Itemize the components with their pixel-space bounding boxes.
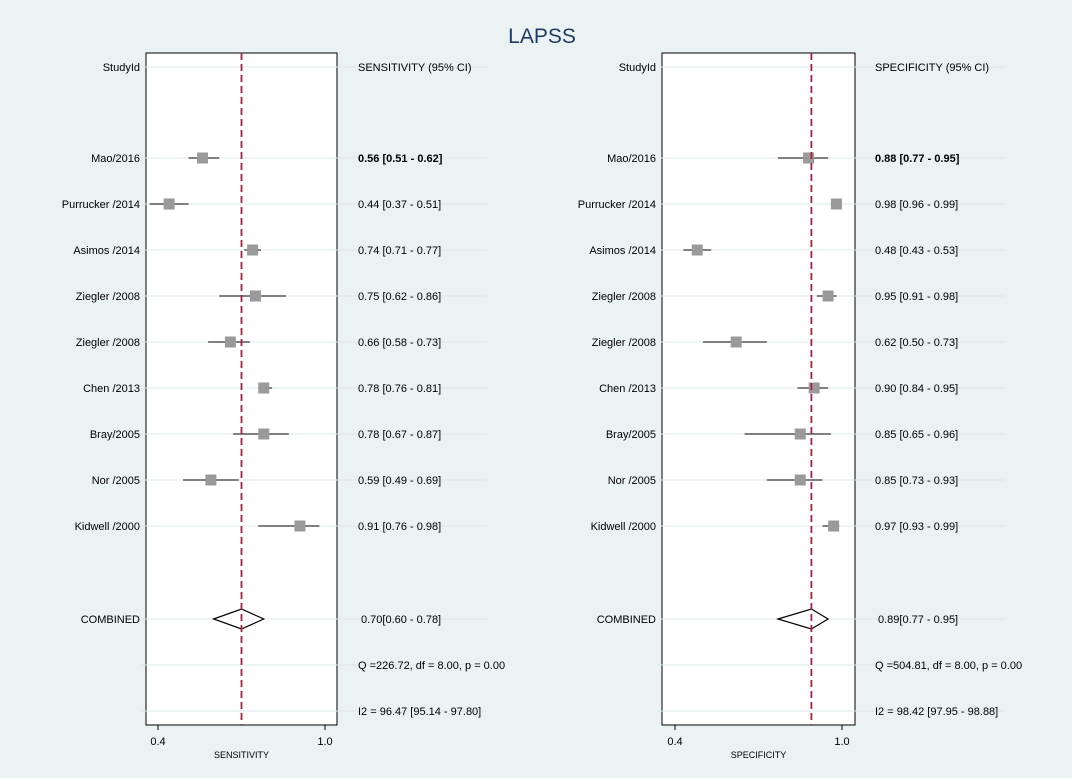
studyid-header: StudyId xyxy=(103,62,140,74)
point-estimate-marker xyxy=(830,198,842,210)
estimate-ci-label: 0.66 [0.58 - 0.73] xyxy=(358,337,441,349)
study-label: Asimos /2014 xyxy=(73,245,140,257)
combined-estimate-label: 0.70[0.60 - 0.78] xyxy=(361,614,441,626)
estimate-ci-label: 0.85 [0.73 - 0.93] xyxy=(875,475,958,487)
i2-statistic: I2 = 96.47 [95.14 - 97.80] xyxy=(358,706,481,718)
combined-diamond xyxy=(775,608,830,630)
sensitivity-panel: StudyId SENSITIVITY (95% CI) Mao/2016 0.56 … xyxy=(62,52,505,760)
study-label: Ziegler /2008 xyxy=(76,337,140,349)
estimate-ci-label: 0.59 [0.49 - 0.69] xyxy=(358,475,441,487)
x-tick-label: 0.4 xyxy=(150,736,165,748)
point-estimate-marker xyxy=(205,474,217,486)
ci-header: SENSITIVITY (95% CI) xyxy=(358,62,472,74)
x-tick-label: 0.4 xyxy=(667,736,682,748)
estimate-ci-label: 0.48 [0.43 - 0.53] xyxy=(875,245,958,257)
x-axis-label: SPECIFICITY xyxy=(731,750,787,760)
point-estimate-marker xyxy=(794,428,806,440)
estimate-ci-label: 0.85 [0.65 - 0.96] xyxy=(875,429,958,441)
combined-estimate-label: 0.89[0.77 - 0.95] xyxy=(878,614,958,626)
study-label: Mao/2016 xyxy=(607,153,656,165)
point-estimate-marker xyxy=(294,520,306,532)
estimate-ci-label: 0.97 [0.93 - 0.99] xyxy=(875,521,958,533)
point-estimate-marker xyxy=(258,428,270,440)
point-estimate-marker xyxy=(730,336,742,348)
q-statistic: Q =504.81, df = 8.00, p = 0.00 xyxy=(875,660,1022,672)
point-estimate-marker xyxy=(224,336,236,348)
ci-header: SPECIFICITY (95% CI) xyxy=(875,62,989,74)
plot-area xyxy=(661,52,856,726)
study-label: Purrucker /2014 xyxy=(62,199,140,211)
study-label: Bray/2005 xyxy=(606,429,656,441)
estimate-ci-label: 0.56 [0.51 - 0.62] xyxy=(358,153,443,165)
study-label: Asimos /2014 xyxy=(589,245,656,257)
study-label: Nor /2005 xyxy=(608,475,656,487)
combined-label: COMBINED xyxy=(597,614,656,626)
study-label: Chen /2013 xyxy=(83,383,140,395)
estimate-ci-label: 0.98 [0.96 - 0.99] xyxy=(875,199,958,211)
estimate-ci-label: 0.78 [0.67 - 0.87] xyxy=(358,429,441,441)
estimate-ci-label: 0.90 [0.84 - 0.95] xyxy=(875,383,958,395)
study-label: Ziegler /2008 xyxy=(592,291,656,303)
study-label: Ziegler /2008 xyxy=(76,291,140,303)
study-label: Nor /2005 xyxy=(92,475,140,487)
point-estimate-marker xyxy=(803,152,815,164)
point-estimate-marker xyxy=(197,152,209,164)
estimate-ci-label: 0.91 [0.76 - 0.98] xyxy=(358,521,441,533)
point-estimate-marker xyxy=(808,382,820,394)
study-label: Kidwell /2000 xyxy=(75,521,140,533)
study-label: Purrucker /2014 xyxy=(578,199,656,211)
estimate-ci-label: 0.95 [0.91 - 0.98] xyxy=(875,291,958,303)
point-estimate-marker xyxy=(691,244,703,256)
study-label: Chen /2013 xyxy=(599,383,656,395)
q-statistic: Q =226.72, df = 8.00, p = 0.00 xyxy=(358,660,505,672)
point-estimate-marker xyxy=(249,290,261,302)
study-label: Mao/2016 xyxy=(91,153,140,165)
chart-title: LAPSS xyxy=(508,25,576,48)
estimate-ci-label: 0.75 [0.62 - 0.86] xyxy=(358,291,441,303)
x-tick-label: 1.0 xyxy=(317,736,332,748)
combined-diamond xyxy=(211,608,266,630)
specificity-panel: StudyId SPECIFICITY (95% CI) Mao/2016 0.88 … xyxy=(578,52,1022,760)
i2-statistic: I2 = 98.42 [97.95 - 98.88] xyxy=(875,706,998,718)
point-estimate-marker xyxy=(163,198,175,210)
study-label: Ziegler /2008 xyxy=(592,337,656,349)
point-estimate-marker xyxy=(822,290,834,302)
estimate-ci-label: 0.62 [0.50 - 0.73] xyxy=(875,337,958,349)
study-label: Bray/2005 xyxy=(90,429,140,441)
point-estimate-marker xyxy=(794,474,806,486)
estimate-ci-label: 0.88 [0.77 - 0.95] xyxy=(875,153,960,165)
point-estimate-marker xyxy=(247,244,259,256)
estimate-ci-label: 0.44 [0.37 - 0.51] xyxy=(358,199,441,211)
studyid-header: StudyId xyxy=(619,62,656,74)
point-estimate-marker xyxy=(828,520,840,532)
combined-label: COMBINED xyxy=(81,614,140,626)
estimate-ci-label: 0.74 [0.71 - 0.77] xyxy=(358,245,441,257)
study-label: Kidwell /2000 xyxy=(591,521,656,533)
point-estimate-marker xyxy=(258,382,270,394)
estimate-ci-label: 0.78 [0.76 - 0.81] xyxy=(358,383,441,395)
x-axis-label: SENSITIVITY xyxy=(214,750,269,760)
x-tick-label: 1.0 xyxy=(834,736,849,748)
